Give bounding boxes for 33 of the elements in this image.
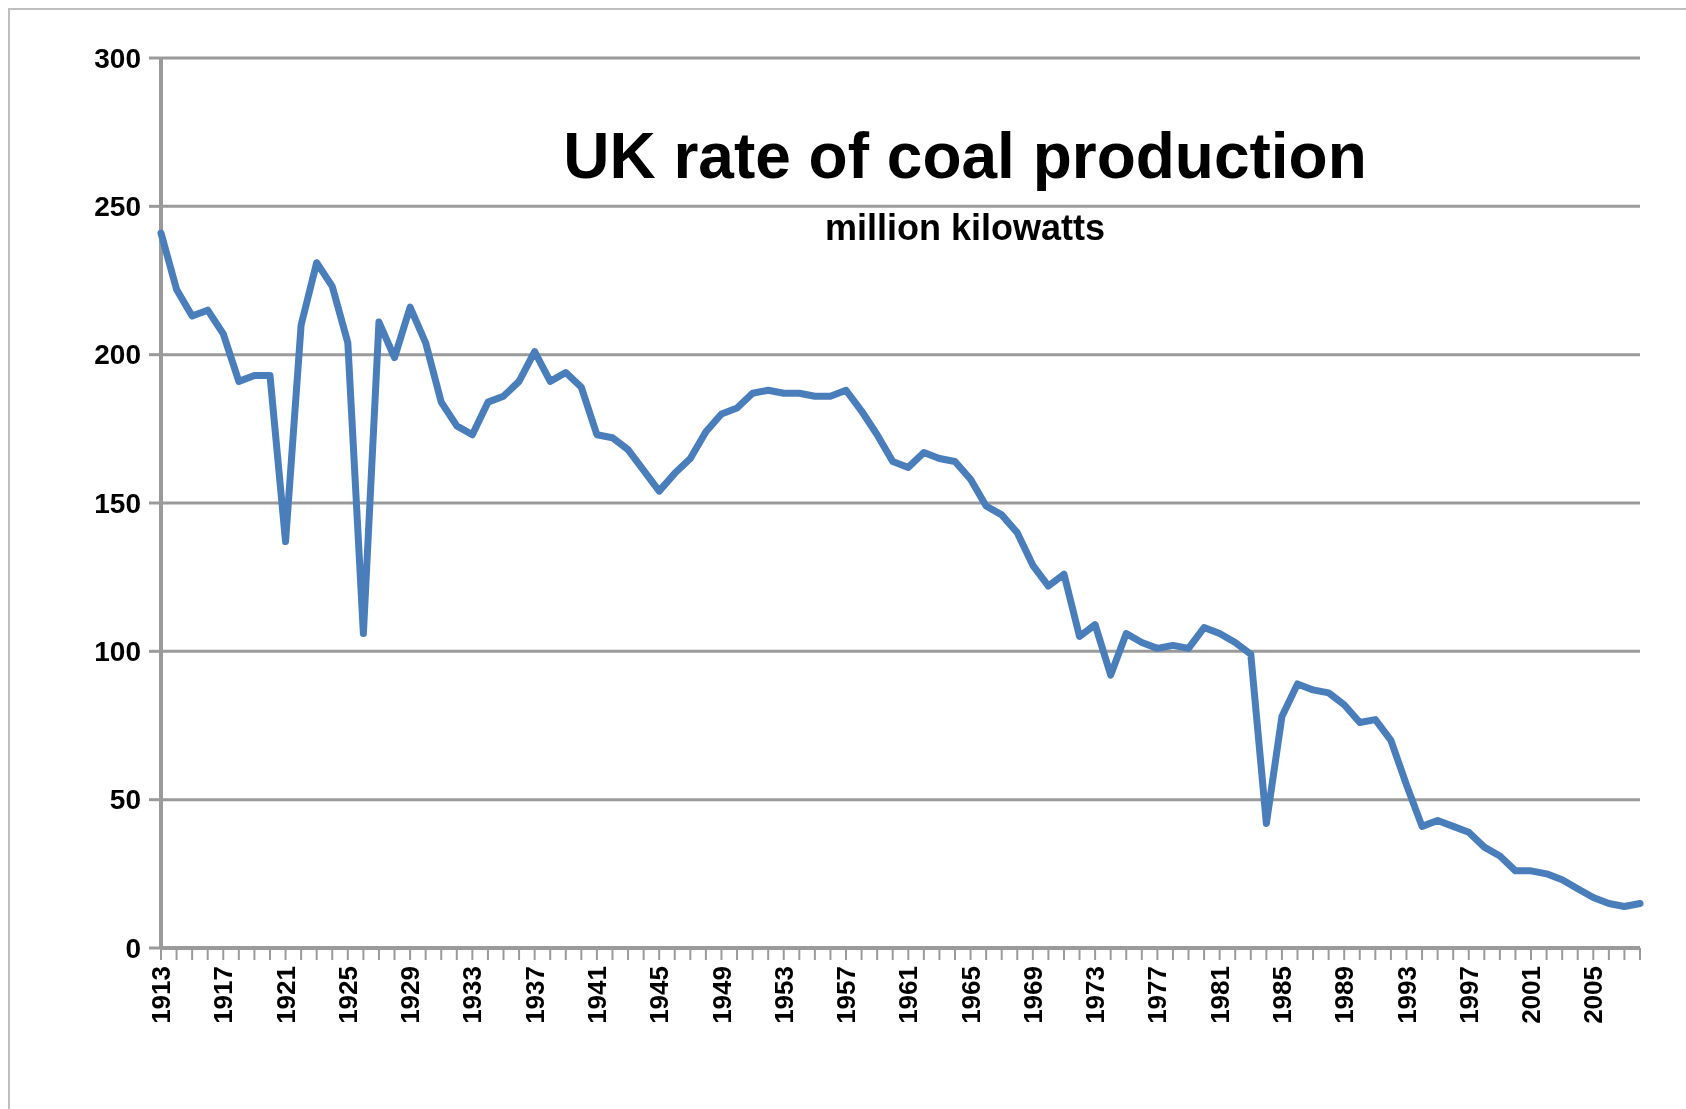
x-tick-label: 1977 <box>1142 966 1173 1024</box>
y-tick-label: 150 <box>94 487 141 519</box>
x-tick-label: 2001 <box>1516 966 1547 1024</box>
x-tick-label: 1957 <box>831 966 862 1024</box>
x-tick-label: 1933 <box>457 966 488 1024</box>
x-tick-label: 1953 <box>768 966 799 1024</box>
text: UK rate of coal production <box>563 120 1367 192</box>
x-tick-label: 1993 <box>1391 966 1422 1024</box>
x-tick-label: 1985 <box>1267 966 1298 1024</box>
x-tick-label: 1945 <box>644 966 675 1024</box>
y-tick-label: 100 <box>94 636 141 668</box>
x-tick-label: 1941 <box>582 966 613 1024</box>
x-tick-label: 1937 <box>519 966 550 1024</box>
x-tick-label: 1917 <box>208 966 239 1024</box>
x-tick-label: 1989 <box>1329 966 1360 1024</box>
x-tick-label: 1981 <box>1204 966 1235 1024</box>
y-tick-label: 50 <box>109 784 141 816</box>
x-tick-label: 1921 <box>270 966 301 1024</box>
y-tick-label: 200 <box>94 339 141 371</box>
x-tick-label: 1913 <box>146 966 177 1024</box>
y-tick-label: 250 <box>94 191 141 223</box>
text: million kilowatts <box>824 207 1106 248</box>
x-tick-label: 1949 <box>706 966 737 1024</box>
x-tick-label: 1969 <box>1017 966 1048 1024</box>
x-tick-label: 1965 <box>955 966 986 1024</box>
x-tick-label: 2005 <box>1578 966 1609 1024</box>
x-tick-label: 1929 <box>395 966 426 1024</box>
x-tick-label: 1961 <box>893 966 924 1024</box>
y-tick-label: 300 <box>94 42 141 74</box>
x-tick-label: 1925 <box>332 966 363 1024</box>
y-tick-label: 0 <box>125 932 141 964</box>
x-tick-label: 1973 <box>1080 966 1111 1024</box>
x-tick-label: 1997 <box>1453 966 1484 1024</box>
